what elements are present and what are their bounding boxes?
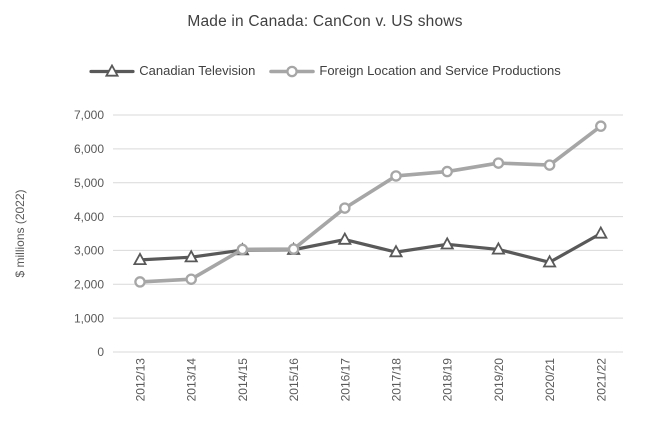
legend: Canadian Television Foreign Location and… [0, 63, 650, 78]
circle-data-marker [595, 120, 607, 132]
x-tick-label: 2014/15 [236, 358, 250, 402]
circle-data-marker [134, 276, 146, 288]
circle-data-marker [339, 202, 351, 214]
triangle-data-marker [184, 249, 199, 263]
y-tick-label: 7,000 [74, 108, 104, 122]
triangle-data-marker [440, 236, 455, 250]
x-tick-label: 2016/17 [338, 358, 352, 402]
circle-data-marker [543, 159, 556, 171]
legend-item-canadian-television: Canadian Television [89, 63, 255, 78]
series-foreign-location-and-service-productions [134, 120, 607, 288]
triangle-data-marker [491, 241, 506, 255]
line-chart: 0 1,000 2,000 3,000 4,000 5,000 6,000 7,000 2012… [13, 108, 623, 402]
circle-data-marker [390, 170, 402, 182]
x-tick-label: 2020/21 [543, 358, 557, 402]
circle-data-marker [441, 165, 453, 178]
x-tick-label: 2019/20 [492, 358, 506, 402]
x-tick-label: 2013/14 [185, 358, 199, 402]
y-tick-label: 0 [97, 345, 104, 359]
x-tick-label: 2021/22 [594, 358, 608, 402]
x-tick-label: 2012/13 [134, 358, 148, 402]
triangle-line-marker-icon [89, 63, 135, 77]
legend-triangle-marker [105, 63, 120, 77]
x-tick-label: 2018/19 [441, 358, 455, 402]
circle-data-marker [287, 243, 300, 255]
x-tick-label: 2017/18 [390, 358, 404, 402]
y-tick-label: 2,000 [74, 277, 104, 291]
triangle-data-marker [593, 225, 608, 239]
circle-data-marker [185, 273, 197, 285]
circle-data-marker [492, 157, 505, 169]
y-tick-label: 1,000 [74, 311, 104, 325]
circle-line-marker-icon [269, 65, 316, 77]
series-canadian-television [132, 225, 608, 268]
triangle-data-marker [542, 254, 557, 268]
y-tick-label: 4,000 [74, 210, 104, 224]
legend-label-foreign-productions: Foreign Location and Service Productions [319, 63, 561, 78]
triangle-data-marker [337, 231, 352, 245]
legend-label-canadian-television: Canadian Television [139, 63, 256, 78]
chart-title: Made in Canada: CanCon v. US shows [187, 13, 463, 30]
triangle-data-marker [132, 252, 148, 266]
y-tick-label: 6,000 [74, 142, 104, 156]
series-line-canadian-television [138, 231, 603, 264]
x-tick-label: 2015/16 [287, 358, 301, 402]
circle-data-marker [236, 243, 249, 256]
y-tick-label: 3,000 [74, 244, 104, 258]
legend-circle-marker [286, 65, 299, 77]
legend-item-foreign-productions: Foreign Location and Service Productions [269, 63, 561, 78]
y-axis-title: $ millions (2022) [13, 189, 27, 277]
series-line-foreign-location-and-service-productions [138, 124, 603, 284]
triangle-data-marker [388, 244, 404, 258]
y-tick-label: 5,000 [74, 176, 104, 190]
